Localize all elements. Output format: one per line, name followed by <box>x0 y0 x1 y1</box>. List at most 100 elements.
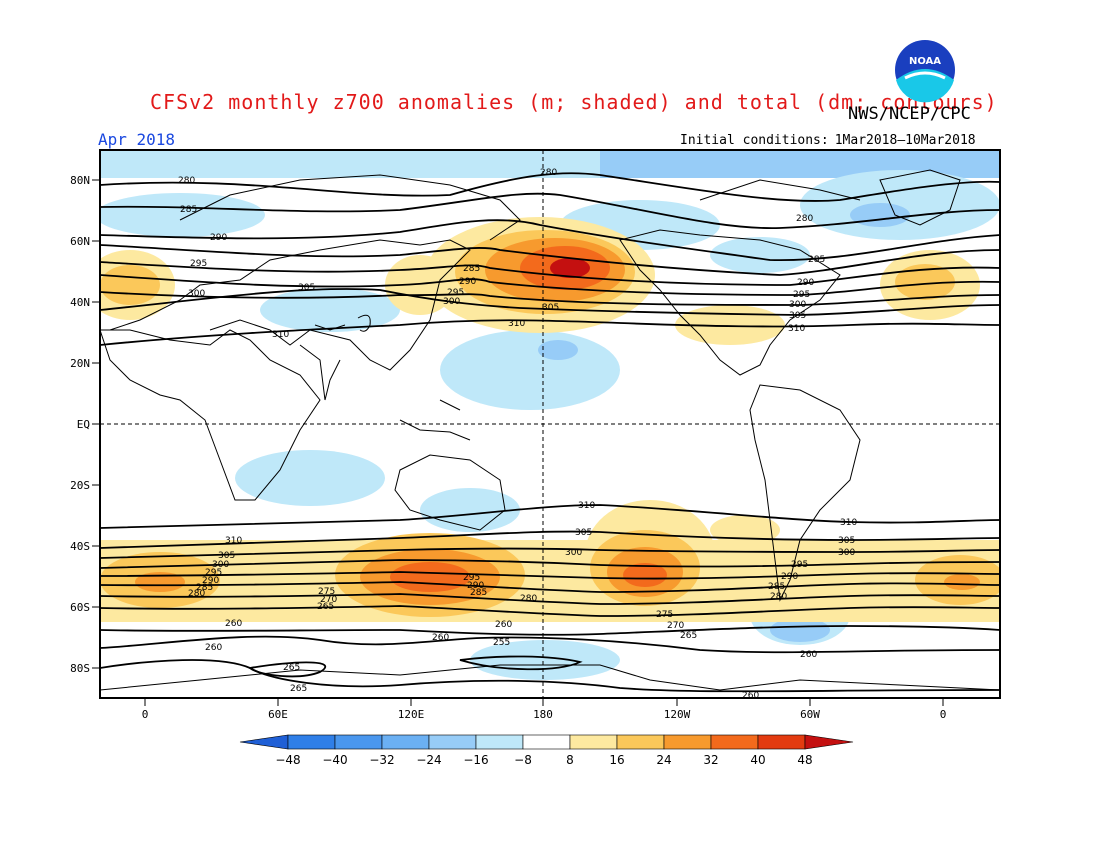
contour-label: 280 <box>520 594 537 604</box>
colorbar-arrow-left <box>239 734 289 750</box>
contour-label: 300 <box>443 297 460 307</box>
noaa-logo-text: NOAA <box>909 56 941 67</box>
lat-axis: 80N 60N 40N 20N EQ 20S 40S 60S 80S <box>70 174 100 675</box>
map-panel: 280 280 280 285 285 285 290 290 290 295 … <box>100 150 1000 701</box>
colorbar-tick-label: 48 <box>797 753 812 767</box>
noaa-logo: NOAA <box>895 40 955 103</box>
contour-label: 275 <box>318 587 335 597</box>
contour-label: 300 <box>838 548 855 558</box>
contour-label: 290 <box>210 233 227 243</box>
contour-label: 310 <box>272 330 289 340</box>
colorbar-tick-label: 16 <box>609 753 624 767</box>
contour-label: 305 <box>789 311 806 321</box>
anomaly-shading <box>100 150 1000 680</box>
colorbar-arrow-right <box>804 734 854 750</box>
contour-label: 280 <box>178 176 195 186</box>
colorbar-swatch <box>381 734 430 750</box>
colorbar-swatch <box>569 734 618 750</box>
contour-label: 305 <box>218 551 235 561</box>
contour-label: 310 <box>225 536 242 546</box>
contour-label: 300 <box>212 560 229 570</box>
initial-conditions-label: Initial conditions: <box>680 133 829 148</box>
lat-label: 40N <box>70 296 90 309</box>
contour-label: 280 <box>540 168 557 178</box>
colorbar-swatch <box>334 734 383 750</box>
contour-label: 290 <box>467 581 484 591</box>
contour-label: 260 <box>432 633 449 643</box>
lon-label: 60E <box>268 708 288 721</box>
contour-label: 280 <box>188 589 205 599</box>
coastlines <box>100 169 1000 691</box>
colorbar-swatch <box>663 734 712 750</box>
contour-label: 265 <box>283 663 300 673</box>
agency-label: NWS/NCEP/CPC <box>848 104 971 124</box>
contour-label: 270 <box>667 621 684 631</box>
contour-labels: 280 280 280 285 285 285 290 290 290 295 … <box>178 168 857 701</box>
contour-label: 265 <box>680 631 697 641</box>
colorbar-tick-label: 24 <box>656 753 671 767</box>
contour-label: 295 <box>791 560 808 570</box>
contour-label: 260 <box>742 691 759 701</box>
contour-label: 260 <box>495 620 512 630</box>
contour-label: 305 <box>298 283 315 293</box>
colorbar-tick-label: 32 <box>703 753 718 767</box>
contour-label: 290 <box>459 277 476 287</box>
colorbar-swatch <box>522 734 571 750</box>
contour-label: 285 <box>470 588 487 598</box>
contour-label: 290 <box>202 576 219 586</box>
contour-label: 310 <box>508 319 525 329</box>
contour-label: 310 <box>788 324 805 334</box>
contour-label: 305 <box>838 536 855 546</box>
colorbar-tick-label: 40 <box>750 753 765 767</box>
contour-label: 295 <box>205 568 222 578</box>
colorbar-tick-label: 8 <box>566 753 574 767</box>
colorbar-swatch <box>287 734 336 750</box>
contour-label: 255 <box>493 638 510 648</box>
contour-label: 265 <box>317 602 334 612</box>
forecast-period: Apr 2018 <box>98 130 176 149</box>
contour-label: 295 <box>463 573 480 583</box>
colorbar-swatch <box>475 734 524 750</box>
contour-label: 295 <box>447 288 464 298</box>
lat-label: 80S <box>70 662 90 675</box>
contour-label: 310 <box>840 518 857 528</box>
initial-conditions-value: 1Mar2018–10Mar2018 <box>834 133 976 148</box>
color-bar: −48 −40 −32 −24 −16 −8 8 16 24 32 40 48 <box>239 734 854 767</box>
contour-label: 285 <box>463 264 480 274</box>
colorbar-swatch <box>710 734 759 750</box>
contour-label: 300 <box>789 300 806 310</box>
contour-label: 280 <box>796 214 813 224</box>
contour-label: 305 <box>575 528 592 538</box>
colorbar-tick-label: −32 <box>369 753 394 767</box>
contour-label: 300 <box>565 548 582 558</box>
contour-label: 285 <box>180 205 197 215</box>
contour-label: 305 <box>542 303 559 313</box>
contour-label: 260 <box>800 650 817 660</box>
lat-label: 40S <box>70 540 90 553</box>
chart-title: CFSv2 monthly z700 anomalies (m; shaded)… <box>150 90 998 114</box>
contour-label: 285 <box>808 255 825 265</box>
contour-label: 280 <box>770 592 787 602</box>
colorbar-swatch <box>757 734 806 750</box>
contour-label: 285 <box>196 583 213 593</box>
colorbar-swatch <box>616 734 665 750</box>
lon-label: 60W <box>800 708 820 721</box>
colorbar-tick-label: −16 <box>463 753 488 767</box>
contour-label: 275 <box>656 610 673 620</box>
height-contours <box>100 172 1000 693</box>
lat-label: 80N <box>70 174 90 187</box>
lon-label: 0 <box>940 708 947 721</box>
contour-label: 295 <box>793 290 810 300</box>
contour-label: 310 <box>578 501 595 511</box>
lon-axis: 0 60E 120E 180 120W 60W 0 <box>142 698 947 721</box>
lat-label: 60S <box>70 601 90 614</box>
colorbar-tick-label: −8 <box>514 753 532 767</box>
lat-label: 60N <box>70 235 90 248</box>
colorbar-tick-label: −24 <box>416 753 441 767</box>
contour-label: 270 <box>320 595 337 605</box>
lat-label: 20N <box>70 357 90 370</box>
lon-label: 120E <box>398 708 425 721</box>
contour-label: 290 <box>781 572 798 582</box>
colorbar-tick-label: −40 <box>322 753 347 767</box>
